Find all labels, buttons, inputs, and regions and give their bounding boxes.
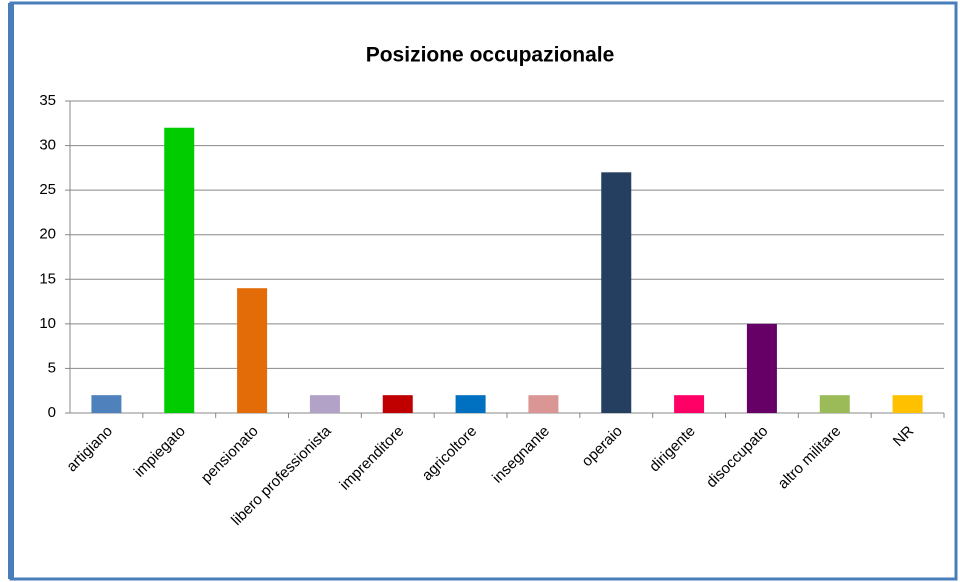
bar: [746, 323, 777, 413]
bar: [819, 395, 850, 413]
chart-frame: [9, 1, 958, 581]
chart-title: Posizione occupazionale: [366, 44, 615, 67]
bar: [237, 288, 268, 413]
bar: [382, 395, 413, 413]
y-tick-label: 25: [39, 181, 56, 198]
bar: [455, 395, 486, 413]
bar: [309, 395, 340, 413]
y-tick-label: 0: [48, 404, 56, 421]
bar: [892, 395, 923, 413]
y-tick-label: 30: [39, 137, 56, 154]
y-tick-label: 5: [48, 359, 56, 376]
y-tick-label: 15: [39, 270, 56, 287]
bar: [164, 127, 195, 413]
bar: [528, 395, 559, 413]
bar: [674, 395, 705, 413]
bar: [601, 172, 632, 413]
y-tick-label: 20: [39, 226, 56, 243]
bar: [91, 395, 122, 413]
y-tick-label: 10: [39, 315, 56, 332]
y-tick-label: 35: [39, 92, 56, 109]
